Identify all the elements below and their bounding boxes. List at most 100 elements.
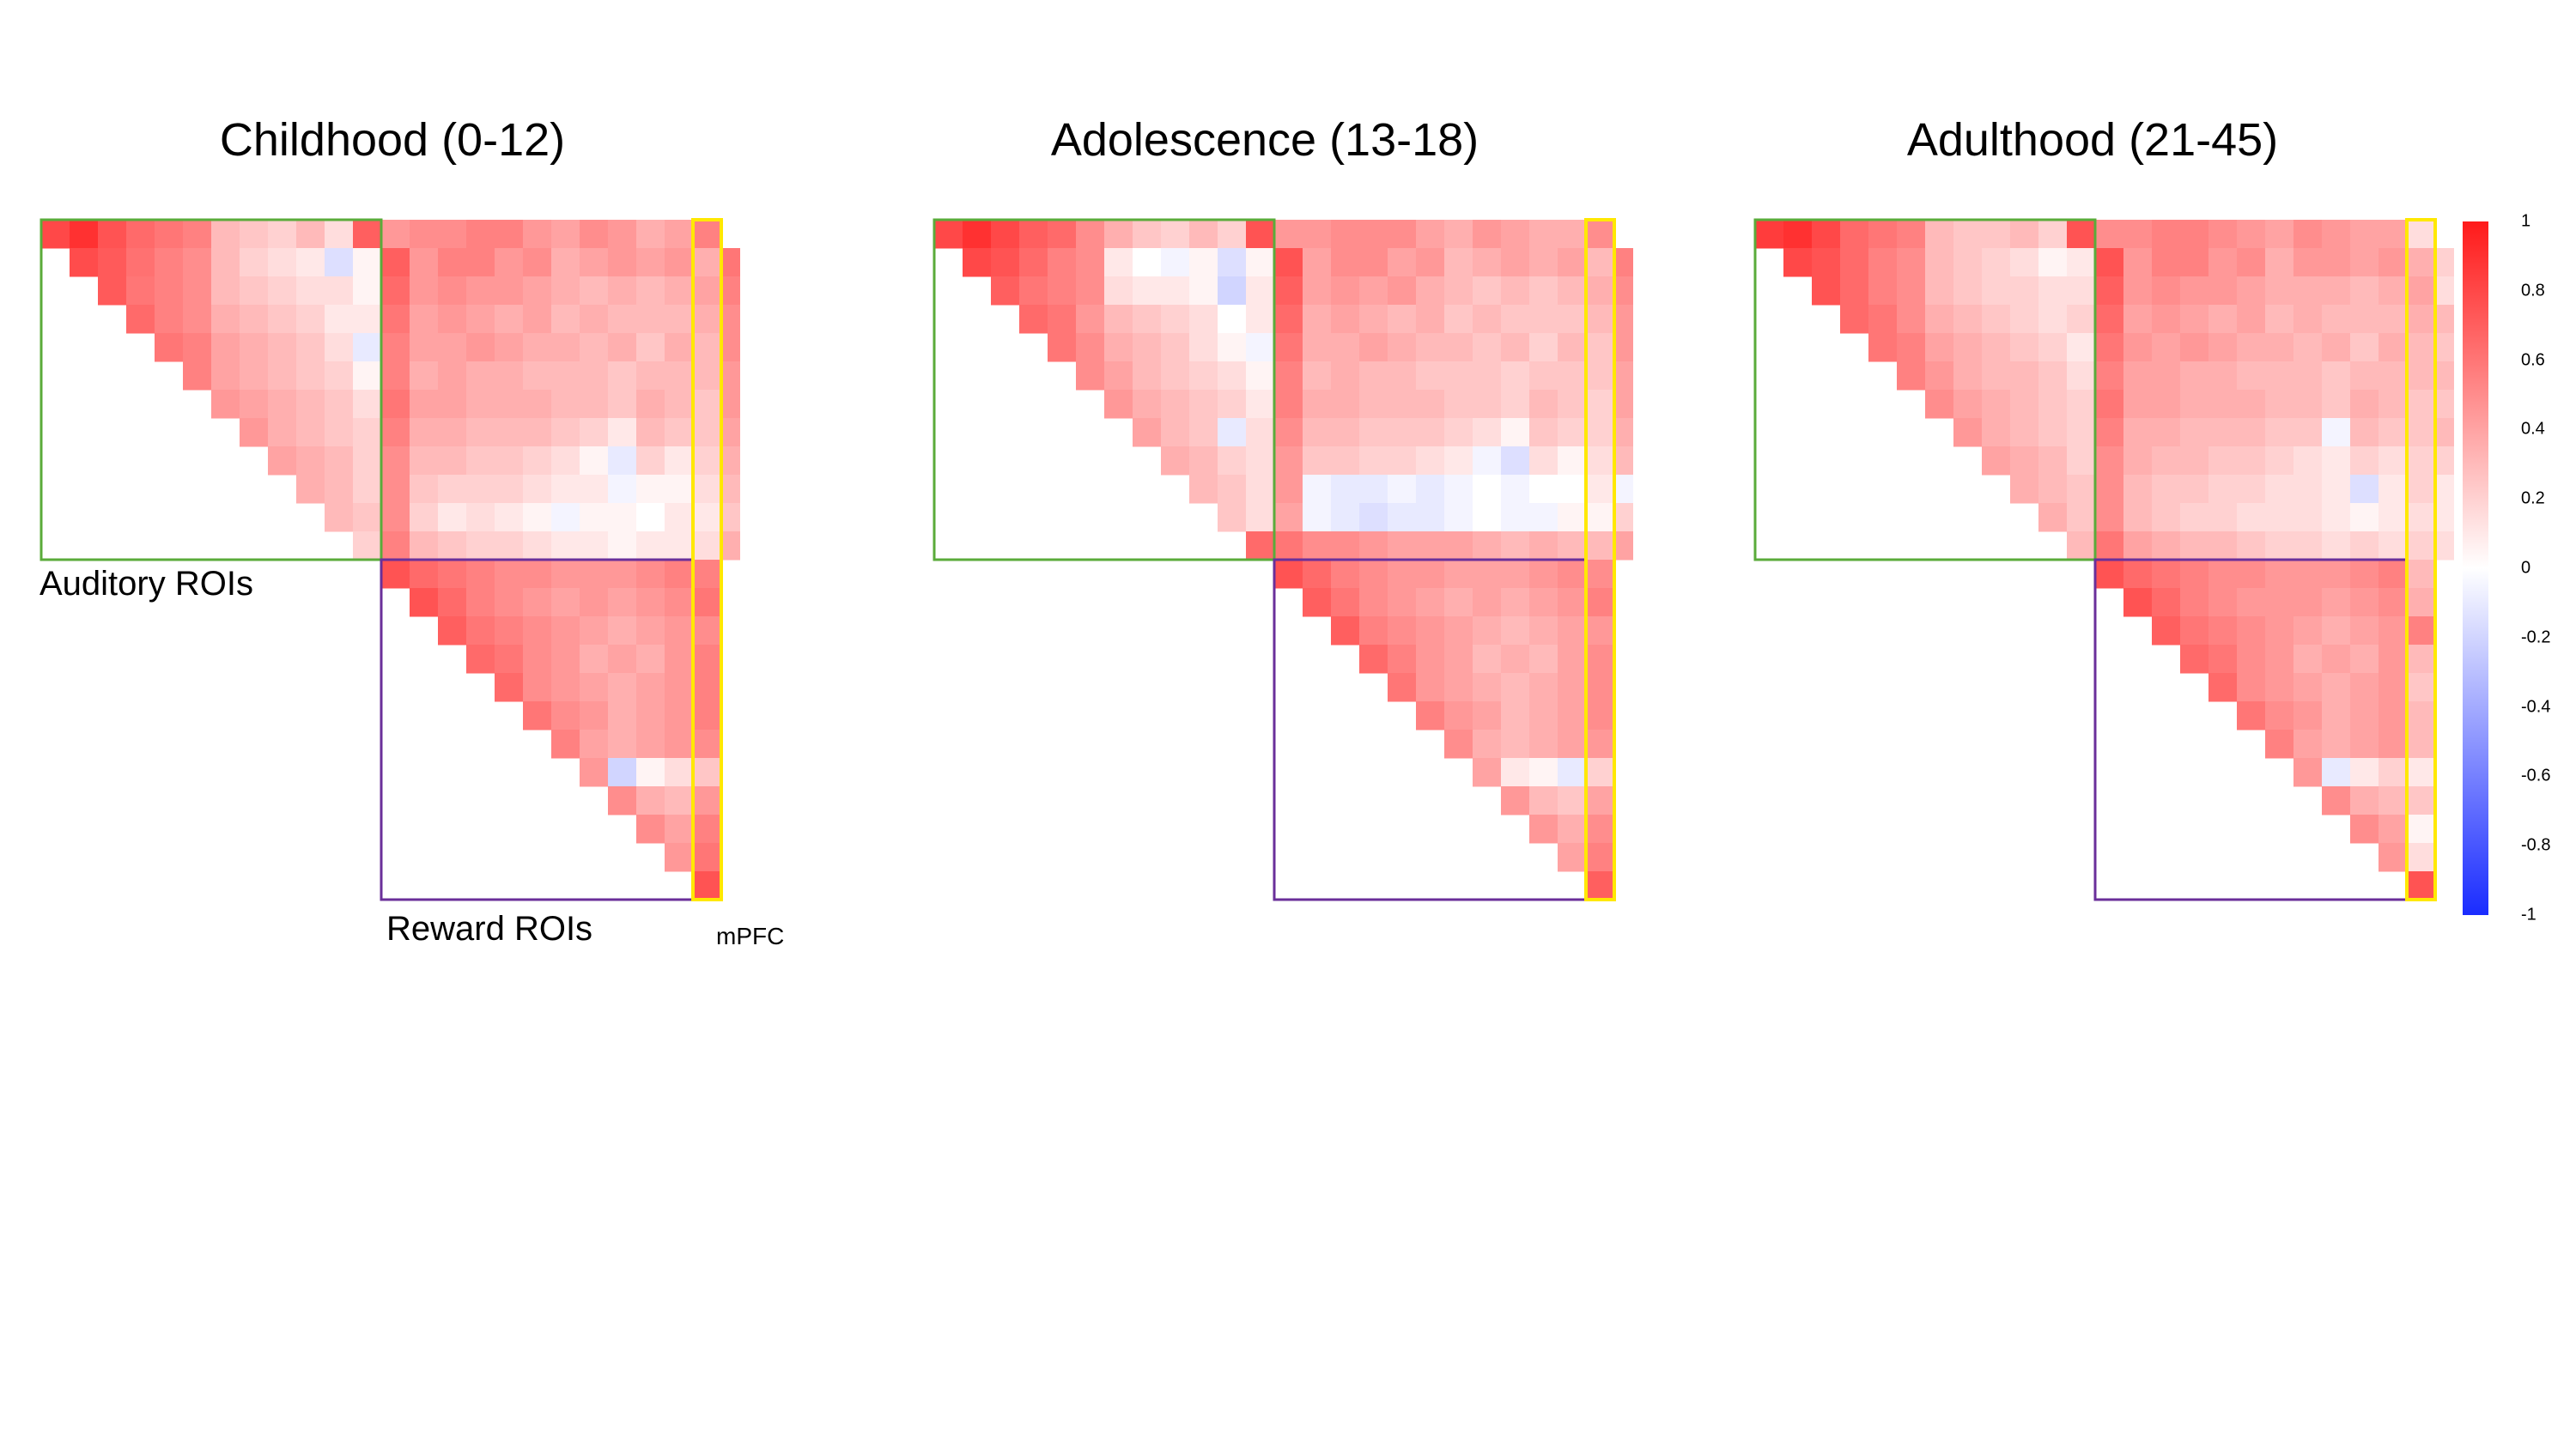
heatmap-cell [2208, 361, 2238, 391]
heatmap-cell [240, 361, 269, 391]
heatmap-cell [2435, 475, 2454, 504]
heatmap-cell [1331, 248, 1360, 277]
heatmap-cell [2180, 390, 2209, 419]
heatmap-cell [2322, 333, 2351, 362]
heatmap-cell [466, 418, 495, 447]
heatmap-cell [721, 333, 740, 362]
heatmap-cell [2152, 616, 2181, 646]
heatmap-cell [410, 588, 439, 617]
heatmap-cell [1303, 560, 1332, 589]
heatmap-cell [1444, 673, 1473, 702]
heatmap-cell [1473, 475, 1502, 504]
heatmap-cell [1331, 588, 1360, 617]
heatmap-cell [1840, 276, 1869, 306]
heatmap-cell [1897, 333, 1926, 362]
heatmap-cell [466, 446, 495, 476]
heatmap-cell [2322, 361, 2351, 391]
heatmap-cell [2293, 446, 2323, 476]
heatmap-cell [636, 503, 665, 532]
heatmap-cell [693, 673, 722, 702]
heatmap-cell [636, 786, 665, 815]
heatmap-cell [1218, 475, 1247, 504]
heatmap-cell [608, 418, 637, 447]
heatmap-cell [325, 446, 354, 476]
heatmap-cell [1331, 560, 1360, 589]
heatmap-cell [1953, 220, 1983, 249]
heatmap-cell [2010, 390, 2039, 419]
colorbar-tick-label: -1 [2521, 905, 2537, 925]
heatmap-cell [1558, 560, 1587, 589]
heatmap-cell [1529, 531, 1558, 561]
heatmap-cell [2180, 503, 2209, 532]
heatmap-cell [211, 361, 240, 391]
heatmap-cell [551, 333, 580, 362]
heatmap-cell [353, 446, 382, 476]
heatmap-cell [1189, 475, 1218, 504]
heatmap-cell [1388, 276, 1417, 306]
heatmap-cell [1189, 361, 1218, 391]
heatmap-cell [2095, 390, 2124, 419]
heatmap-cell [495, 276, 524, 306]
heatmap-cell [551, 305, 580, 334]
heatmap-cell [2095, 531, 2124, 561]
heatmap-cell [2322, 673, 2351, 702]
heatmap-cell [1303, 305, 1332, 334]
heatmap-cell [1925, 333, 1954, 362]
heatmap-cell [1783, 220, 1813, 249]
heatmap-cell [991, 276, 1020, 306]
heatmap-cell [1359, 531, 1388, 561]
heatmap-cell [2350, 475, 2379, 504]
heatmap-cell [2293, 361, 2323, 391]
heatmap-cell [2350, 786, 2379, 815]
heatmap-cell [495, 418, 524, 447]
heatmap-cell [665, 758, 694, 787]
heatmap-cell [1586, 531, 1615, 561]
heatmap-cell [1444, 333, 1473, 362]
heatmap-cell [1274, 531, 1303, 561]
heatmap-cell [1444, 446, 1473, 476]
heatmap-cell [1586, 730, 1615, 759]
heatmap-cell [2095, 361, 2124, 391]
heatmap-cell [1133, 220, 1162, 249]
heatmap-cell [1586, 361, 1615, 391]
heatmap-cell [1614, 418, 1633, 447]
heatmap-cell [466, 475, 495, 504]
heatmap-cell [268, 390, 297, 419]
heatmap-cell [1246, 390, 1275, 419]
heatmap-cell [1416, 503, 1445, 532]
heatmap-cell [438, 418, 467, 447]
heatmap-cell [1388, 673, 1417, 702]
heatmap-cell [636, 616, 665, 646]
heatmap-cell [580, 390, 609, 419]
heatmap-cell [2322, 701, 2351, 731]
heatmap-cell [2067, 248, 2096, 277]
heatmap-cell [2237, 616, 2266, 646]
heatmap-cell [466, 645, 495, 674]
heatmap-cell [1558, 701, 1587, 731]
heatmap-cell [1104, 305, 1133, 334]
heatmap-cell [2180, 248, 2209, 277]
heatmap-cell [2010, 305, 2039, 334]
heatmap-cell [608, 475, 637, 504]
heatmap-cell [580, 276, 609, 306]
heatmap-cell [1416, 616, 1445, 646]
heatmap-cell [2435, 248, 2454, 277]
heatmap-cell [1473, 446, 1502, 476]
heatmap-cell [410, 333, 439, 362]
heatmap-cell [1501, 588, 1530, 617]
heatmap-cell [580, 616, 609, 646]
heatmap-cell [1076, 276, 1105, 306]
heatmap-cell [2379, 361, 2408, 391]
heatmap-cell [2407, 701, 2436, 731]
heatmap-cell [183, 220, 212, 249]
reward-rois-label: Reward ROIs [386, 910, 593, 948]
heatmap-cell [523, 361, 552, 391]
heatmap-cell [2237, 361, 2266, 391]
heatmap-cell [1161, 418, 1190, 447]
heatmap-cell [2010, 276, 2039, 306]
heatmap-cell [2265, 333, 2294, 362]
heatmap-cell [2067, 475, 2096, 504]
heatmap-cell [1501, 305, 1530, 334]
heatmap-cell [693, 815, 722, 844]
panel-title-adulthood: Adulthood (21-45) [1906, 114, 2279, 166]
